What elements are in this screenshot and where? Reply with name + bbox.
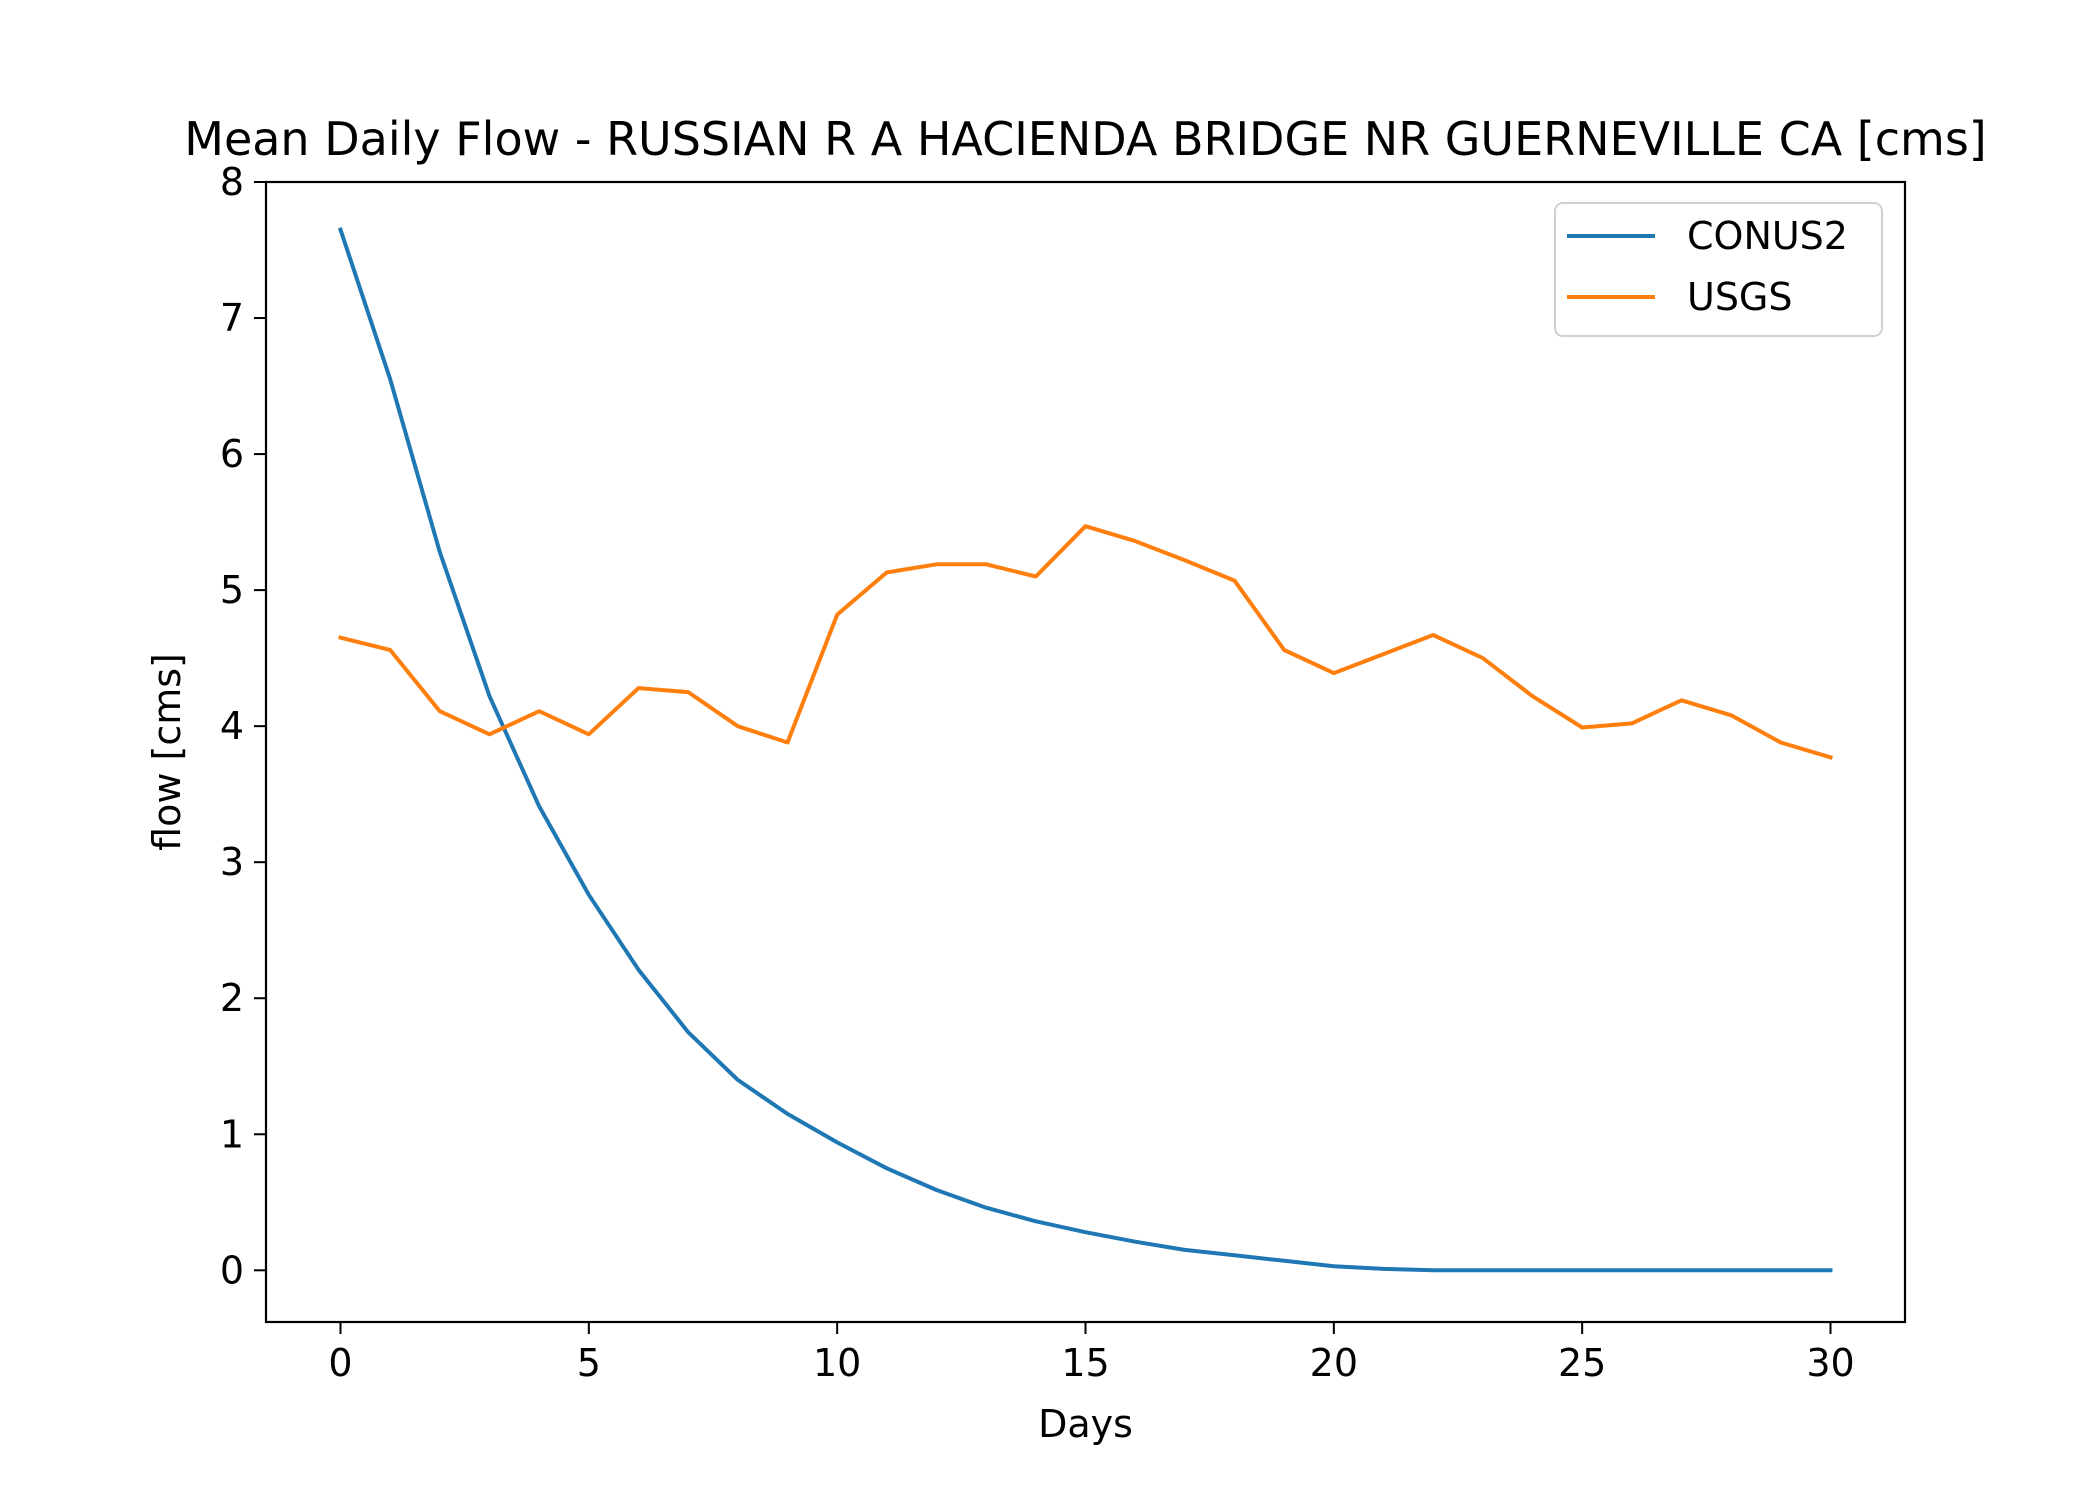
x-tick-label: 5 xyxy=(577,1341,601,1385)
y-tick-label: 6 xyxy=(220,432,244,476)
series-line-usgs xyxy=(338,524,1833,760)
y-axis-label: flow [cms] xyxy=(145,653,189,851)
y-tick-label: 2 xyxy=(220,976,244,1020)
y-tick-label: 8 xyxy=(220,160,244,204)
y-tick-label: 0 xyxy=(220,1248,244,1292)
x-tick-label: 30 xyxy=(1806,1341,1854,1385)
series-lines xyxy=(337,227,1833,1273)
y-tick-label: 4 xyxy=(220,704,244,748)
legend-label-usgs: USGS xyxy=(1687,275,1793,319)
y-tick-label: 1 xyxy=(220,1112,244,1156)
x-tick-label: 10 xyxy=(813,1341,861,1385)
x-tick-label: 0 xyxy=(328,1341,352,1385)
legend: CONUS2 USGS xyxy=(1554,202,1883,337)
plot-background xyxy=(266,182,1905,1322)
y-tick-label: 3 xyxy=(220,840,244,884)
x-tick-label: 25 xyxy=(1558,1341,1606,1385)
legend-label-conus2: CONUS2 xyxy=(1687,214,1848,258)
series-line-conus2 xyxy=(337,227,1833,1273)
x-tick-label: 20 xyxy=(1310,1341,1358,1385)
y-tick-label: 7 xyxy=(220,296,244,340)
y-tick-label: 5 xyxy=(220,568,244,612)
chart-title: Mean Daily Flow - RUSSIAN R A HACIENDA B… xyxy=(184,112,1987,166)
y-axis: 0 1 2 3 4 5 6 7 8 xyxy=(220,160,266,1292)
x-axis: 0 5 10 15 20 25 30 xyxy=(328,1322,1855,1385)
x-tick-label: 15 xyxy=(1061,1341,1109,1385)
x-axis-label: Days xyxy=(1038,1402,1133,1446)
